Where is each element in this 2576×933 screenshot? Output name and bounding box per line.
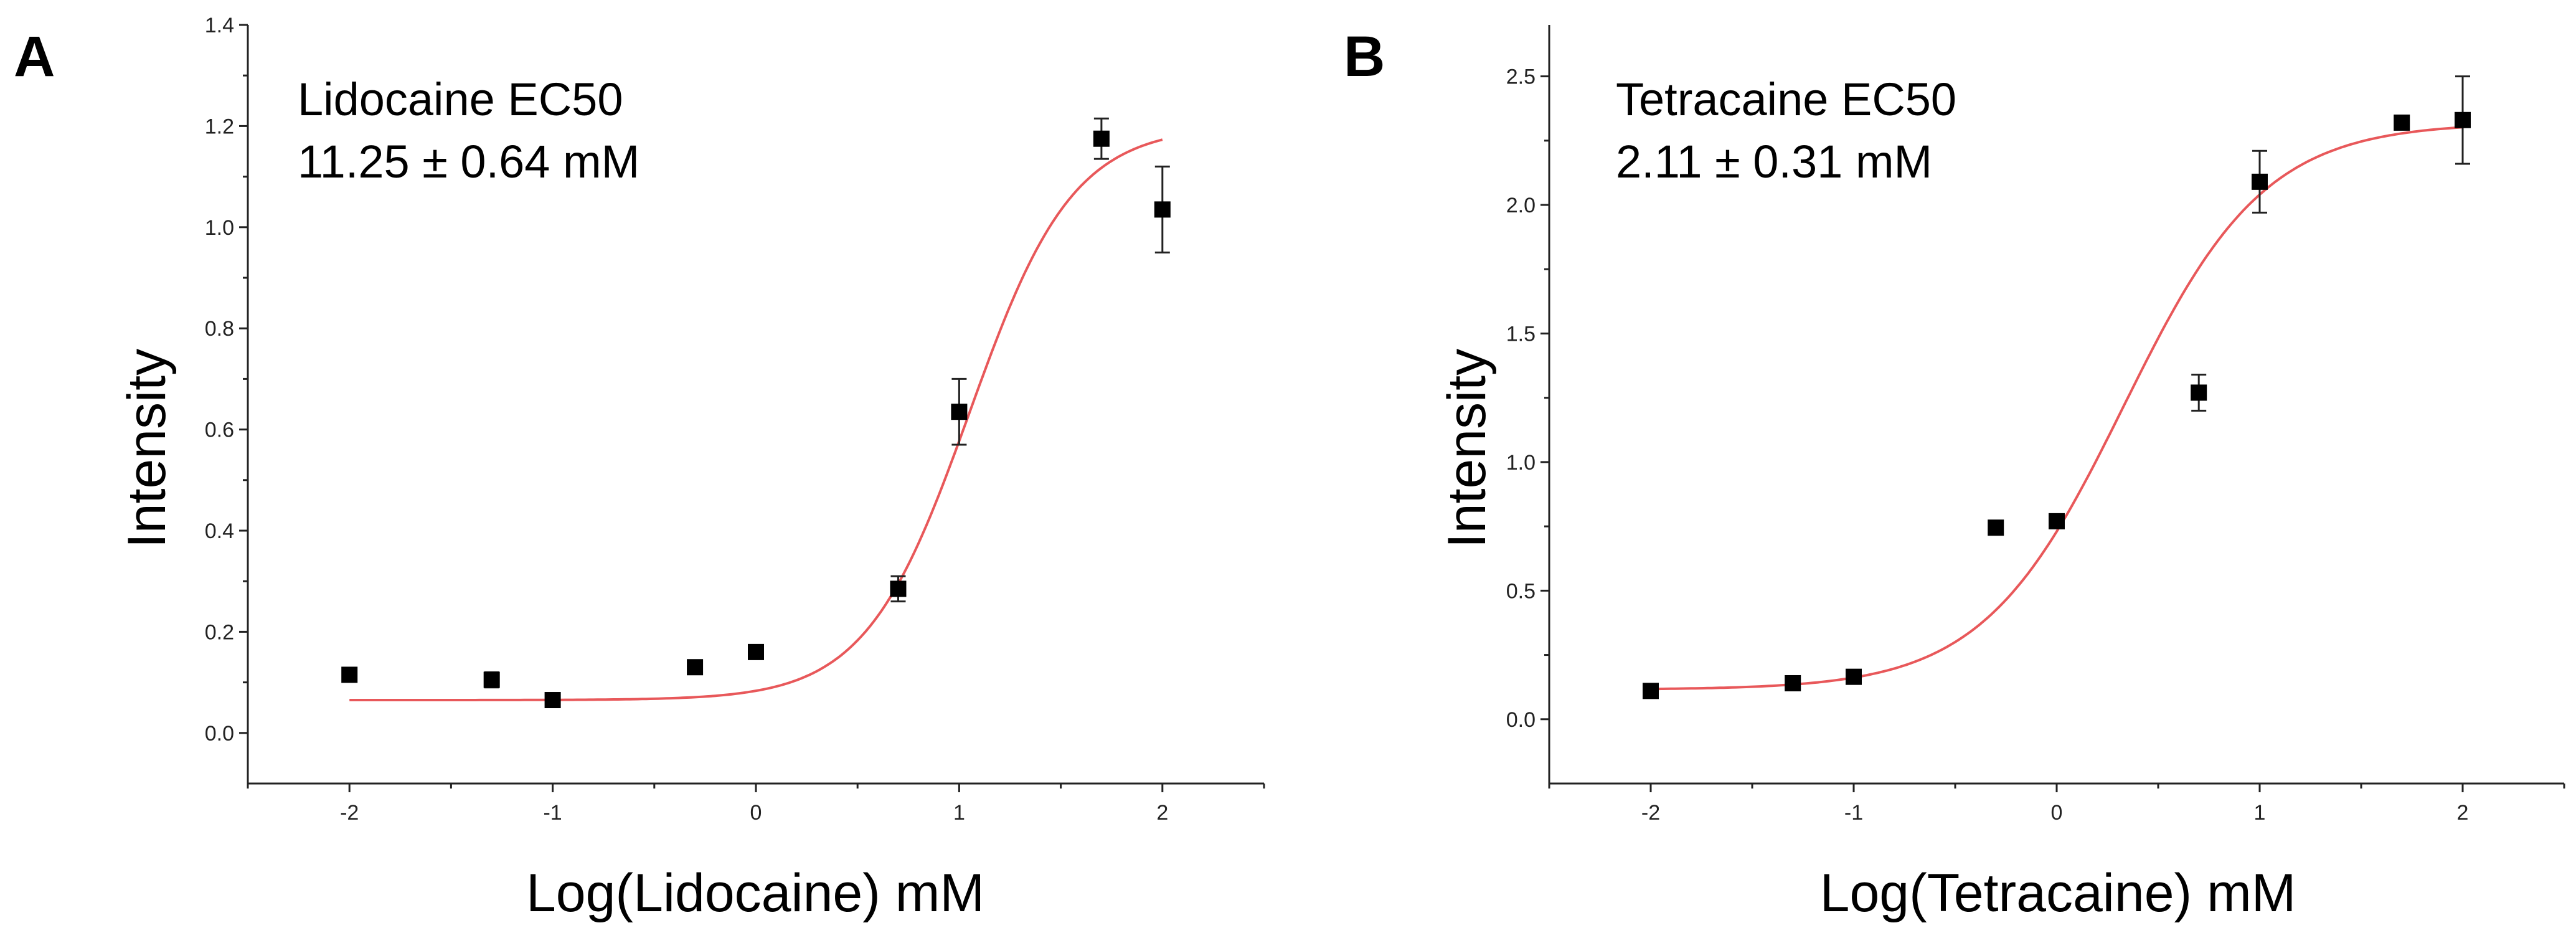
ec50-title: Tetracaine EC50 — [1616, 73, 1956, 125]
x-tick-label: -1 — [543, 801, 562, 825]
y-axis-label: Intensity — [117, 349, 177, 548]
x-tick-label: -2 — [340, 801, 359, 825]
x-tick-label: 1 — [953, 801, 965, 825]
y-tick-label: 0.8 — [205, 317, 234, 341]
fit-curve — [1650, 126, 2463, 691]
data-point — [2455, 111, 2471, 128]
data-point — [1785, 675, 1801, 691]
y-tick-label: 1.5 — [1506, 322, 1536, 346]
data-point — [1643, 683, 1659, 699]
y-tick-label: 2.0 — [1506, 194, 1536, 217]
panel-label: B — [1344, 25, 1385, 88]
fit-curve — [349, 138, 1163, 701]
panel-label: A — [14, 25, 55, 88]
panel-a: A Lidocaine EC50 11.25 ± 0.64 mM Intensi… — [14, 14, 1265, 923]
data-point — [890, 580, 907, 597]
x-tick-label: 2 — [2457, 801, 2469, 825]
data-point — [1093, 130, 1110, 147]
y-tick-label: 1.0 — [1506, 451, 1536, 475]
y-tick-label: 0.0 — [1506, 708, 1536, 732]
y-tick-label: 0.5 — [1506, 579, 1536, 603]
y-axis-label: Intensity — [1437, 349, 1497, 548]
data-point — [687, 659, 704, 676]
y-tick-label: 2.5 — [1506, 65, 1536, 89]
x-axis-label: Log(Lidocaine) mM — [526, 863, 984, 923]
data-point — [2191, 384, 2207, 401]
data-point — [1846, 668, 1862, 685]
x-tick-label: -2 — [1641, 801, 1660, 825]
y-tick-label: 1.0 — [205, 216, 234, 240]
x-tick-label: 2 — [1156, 801, 1168, 825]
ec50-title: Lidocaine EC50 — [298, 73, 623, 125]
y-tick-label: 1.2 — [205, 115, 234, 138]
data-point — [1988, 519, 2004, 536]
ec50-value: 11.25 ± 0.64 mM — [298, 136, 639, 187]
data-point — [483, 671, 500, 688]
y-tick-label: 0.0 — [205, 722, 234, 746]
x-tick-label: 0 — [750, 801, 762, 825]
data-point — [2049, 513, 2065, 529]
y-tick-label: 0.6 — [205, 419, 234, 442]
plot-area: 0.0 0.2 0.4 0.6 0.8 1.0 1.2 1.4 -2 -1 0 1 2 — [205, 14, 1265, 825]
data-point — [1154, 201, 1171, 218]
panel-b: B Tetracaine EC50 2.11 ± 0.31 mM Intensi… — [1344, 25, 2565, 923]
y-tick-label: 1.4 — [205, 14, 234, 37]
plot-area: 0.0 0.5 1.0 1.5 2.0 2.5 -2 -1 0 1 2 — [1506, 25, 2565, 825]
ec50-value: 2.11 ± 0.31 mM — [1616, 136, 1932, 187]
y-tick-label: 0.2 — [205, 620, 234, 644]
x-tick-label: -1 — [1844, 801, 1863, 825]
data-point — [748, 643, 764, 660]
data-point — [341, 666, 358, 683]
x-axis-label: Log(Tetracaine) mM — [1820, 863, 2296, 923]
data-point — [2394, 114, 2410, 131]
data-point — [544, 692, 561, 709]
data-point — [2252, 173, 2268, 190]
x-tick-label: 1 — [2254, 801, 2266, 825]
x-tick-label: 0 — [2051, 801, 2063, 825]
data-point — [951, 404, 968, 420]
y-tick-label: 0.4 — [205, 519, 234, 543]
